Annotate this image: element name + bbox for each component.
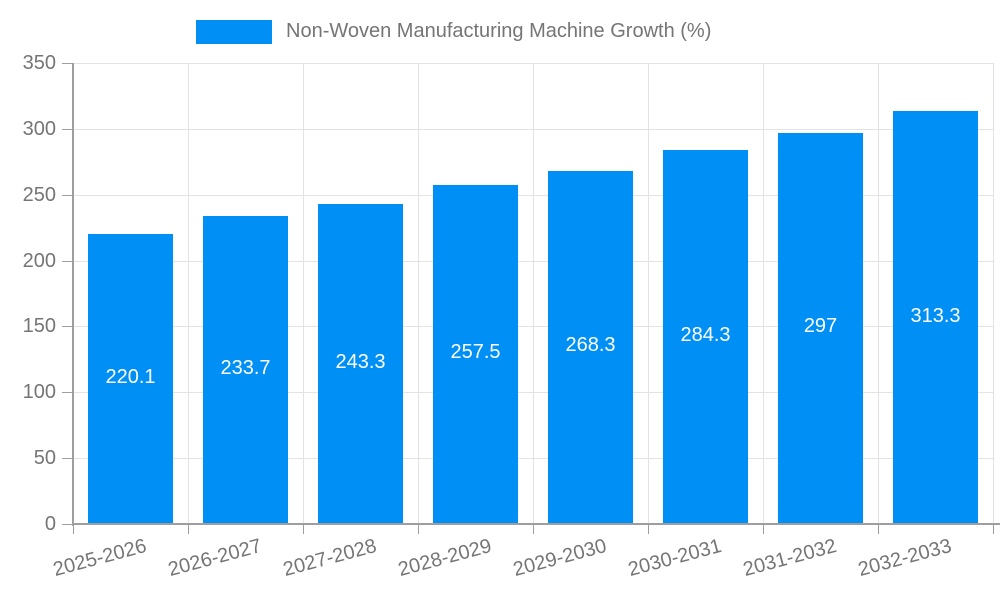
y-axis-line (72, 63, 74, 526)
x-axis-line (72, 523, 1000, 525)
v-gridline (533, 63, 534, 524)
bar-value-label: 220.1 (105, 366, 156, 389)
bar-value-label: 313.3 (910, 304, 961, 327)
y-tickmark (62, 392, 73, 394)
legend-swatch (196, 20, 272, 44)
v-gridline (303, 63, 304, 524)
bar-value-label: 233.7 (220, 357, 271, 380)
bar-value-label: 284.3 (680, 323, 731, 346)
v-gridline (878, 63, 879, 524)
x-tickmark (878, 524, 879, 534)
bar-value-label: 268.3 (565, 334, 616, 357)
x-tickmark (648, 524, 649, 534)
y-tickmark (62, 63, 73, 64)
y-tick-label: 200 (22, 249, 56, 272)
bar-value-label: 257.5 (450, 341, 501, 364)
v-gridline (648, 63, 649, 524)
x-tickmark (188, 524, 189, 534)
y-tick-label: 350 (22, 52, 56, 74)
y-tickmark (62, 524, 73, 525)
x-tickmark (763, 524, 764, 534)
x-tickmark (73, 524, 74, 534)
bar[interactable] (893, 111, 978, 524)
y-tick-label: 50 (33, 447, 56, 470)
v-gridline (763, 63, 764, 524)
x-tickmark (533, 524, 534, 534)
y-tickmark (62, 194, 73, 196)
x-tickmark (418, 524, 419, 534)
bar[interactable] (433, 184, 518, 524)
y-tick-label: 100 (22, 381, 56, 404)
bar[interactable] (663, 149, 748, 524)
legend[interactable]: Non-Woven Manufacturing Machine Growth (… (196, 18, 711, 44)
bar[interactable] (548, 170, 633, 524)
bar-value-label: 243.3 (335, 350, 386, 373)
y-tick-label: 250 (22, 183, 56, 206)
y-tick-label: 300 (22, 117, 56, 140)
x-tickmark (303, 524, 304, 534)
bar[interactable] (88, 234, 173, 524)
y-tickmark (62, 260, 73, 262)
bar[interactable] (318, 203, 403, 524)
x-tickmark (993, 524, 994, 534)
bar[interactable] (778, 132, 863, 524)
bar-value-label: 297 (803, 315, 838, 338)
v-gridline (993, 63, 994, 524)
legend-label: Non-Woven Manufacturing Machine Growth (… (286, 20, 712, 42)
v-gridline (188, 63, 189, 524)
y-tickmark (62, 458, 73, 460)
y-tickmark (62, 128, 73, 130)
y-tick-label: 0 (44, 513, 56, 535)
v-gridline (418, 63, 419, 524)
y-tickmark (62, 326, 73, 328)
y-tick-label: 150 (22, 315, 56, 338)
bar[interactable] (203, 216, 288, 524)
